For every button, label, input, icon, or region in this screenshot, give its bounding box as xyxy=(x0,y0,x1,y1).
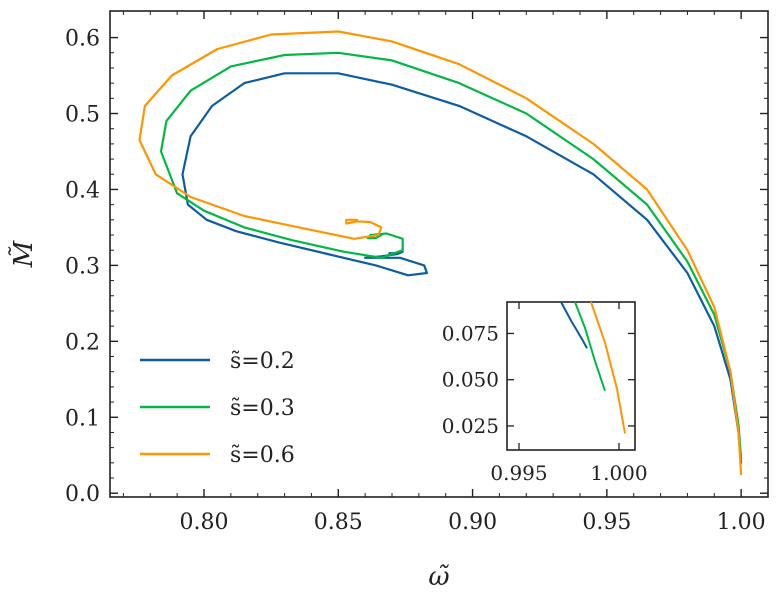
series-line-1 xyxy=(159,51,743,461)
inset-series-line-1 xyxy=(574,301,606,392)
main-ticks: 0.80 0.85 0.90 0.95 1.00 0.0 0.1 0.2 0.3 0.4 0.5 0.… xyxy=(65,11,769,535)
inset-y-tick-label: 0.075 xyxy=(442,321,499,345)
legend-label-s02: s̃=0.2 xyxy=(230,349,295,374)
x-tick-label: 0.85 xyxy=(314,510,363,535)
inset-x-tick-label: 0.995 xyxy=(490,461,547,485)
y-tick-label: 0.1 xyxy=(65,406,100,431)
inset-y-tick-label: 0.025 xyxy=(442,414,499,438)
series-line-2 xyxy=(138,30,743,476)
inset-x-tick-label: 1.000 xyxy=(590,461,647,485)
x-tick-label: 0.90 xyxy=(448,510,497,535)
x-tick-label: 0.80 xyxy=(180,510,229,535)
inset-lines xyxy=(560,301,626,434)
x-tick-label: 0.95 xyxy=(582,510,631,535)
y-tick-label: 0.0 xyxy=(65,482,100,507)
inset-series-line-2 xyxy=(590,301,626,434)
inset-series-line-0 xyxy=(560,301,588,349)
y-tick-label: 0.3 xyxy=(65,254,100,279)
plot-frame xyxy=(109,10,769,498)
main-lines xyxy=(138,30,743,476)
legend-label-s06: s̃=0.6 xyxy=(230,443,295,468)
y-tick-label: 0.5 xyxy=(65,103,100,128)
inset-frame xyxy=(506,301,636,451)
legend-label-s03: s̃=0.3 xyxy=(230,396,295,421)
y-tick-label: 0.4 xyxy=(65,178,100,203)
x-axis-label: ω̃ xyxy=(428,562,449,592)
y-axis-label: M̃ xyxy=(8,239,39,268)
x-tick-label: 1.00 xyxy=(717,510,766,535)
y-tick-label: 0.2 xyxy=(65,330,100,355)
inset-ticks: 0.995 1.000 0.025 0.050 0.075 xyxy=(442,302,648,485)
legend: s̃=0.2 s̃=0.3 s̃=0.6 xyxy=(140,349,295,468)
y-tick-label: 0.6 xyxy=(65,27,100,52)
inset-y-tick-label: 0.050 xyxy=(442,368,499,392)
series-line-0 xyxy=(181,72,743,464)
